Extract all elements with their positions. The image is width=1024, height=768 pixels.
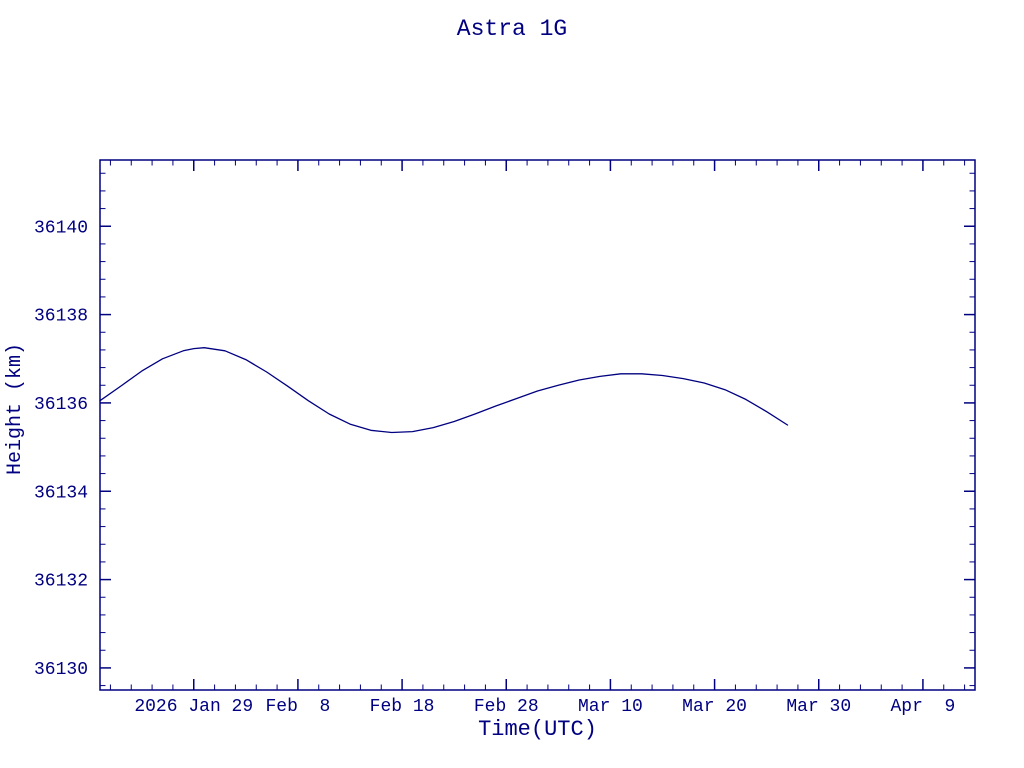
y-tick-label: 36132 <box>34 572 88 592</box>
chart-title: Astra 1G <box>456 16 568 42</box>
y-tick-label: 36136 <box>34 395 88 415</box>
x-axis-label: Time(UTC) <box>478 717 597 742</box>
x-tick-label: Mar 10 <box>578 697 643 717</box>
y-tick-label: 36138 <box>34 307 88 327</box>
x-tick-label: Feb 8 <box>266 697 331 717</box>
x-tick-label: Feb 28 <box>474 697 539 717</box>
y-tick-label: 36134 <box>34 483 88 503</box>
x-tick-label: 2026 Jan 29 <box>134 697 253 717</box>
x-tick-label: Mar 20 <box>682 697 747 717</box>
y-tick-label: 36130 <box>34 660 88 680</box>
x-tick-label: Apr 9 <box>891 697 956 717</box>
x-tick-label: Mar 30 <box>786 697 851 717</box>
plot-frame <box>99 159 976 691</box>
series-height-km <box>99 347 789 434</box>
x-tick-label: Feb 18 <box>370 697 435 717</box>
y-tick-label: 36140 <box>34 218 88 238</box>
